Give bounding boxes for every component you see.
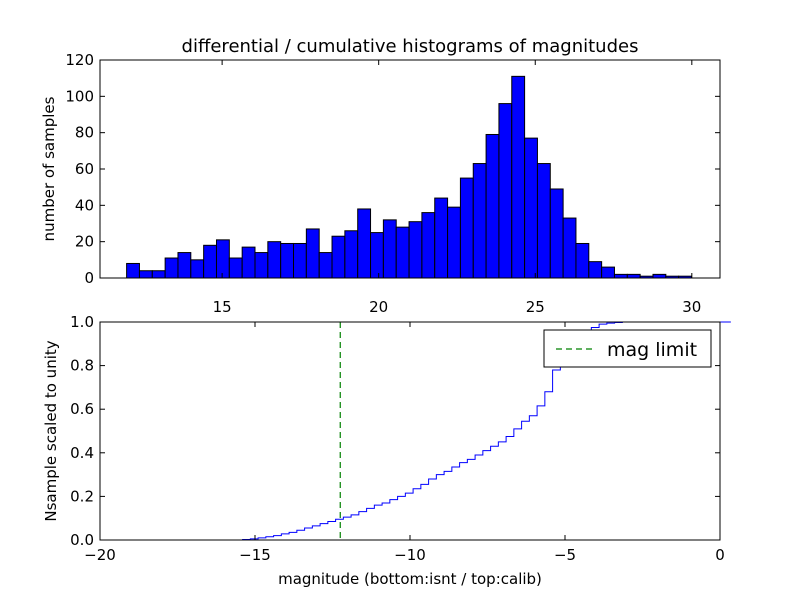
- cumulative-histogram: 0.0 0.2 0.4 0.6 0.8 1.0 −20 −15 −10 −5 0 magnitude…: [42, 313, 731, 588]
- histogram-bar: [613, 273, 628, 279]
- histogram-bar: [164, 257, 179, 279]
- histogram-bar: [331, 235, 346, 279]
- differential-histogram: differential / cumulative histograms of …: [40, 36, 721, 316]
- histogram-bar: [318, 252, 333, 279]
- x-tick-label: 30: [682, 298, 701, 316]
- bottom-axis-ticks: 0.0 0.2 0.4 0.6 0.8 1.0 −20 −15 −10 −5 0: [70, 313, 725, 564]
- x-tick-label: −5: [554, 546, 576, 564]
- histogram-bar: [549, 188, 564, 279]
- y-tick-label: 20: [75, 233, 94, 251]
- chart-title: differential / cumulative histograms of …: [182, 36, 639, 57]
- y-tick-label: 60: [75, 160, 94, 178]
- y-tick-label: 0.8: [70, 357, 94, 375]
- top-y-axis-label: number of samples: [40, 96, 58, 241]
- histogram-bar: [536, 163, 551, 279]
- histogram-bar: [421, 212, 436, 279]
- histogram-bar: [459, 177, 474, 279]
- cumulative-step-line: [103, 321, 731, 541]
- histogram-bar: [254, 252, 269, 279]
- histogram-bar: [305, 228, 320, 279]
- bottom-x-axis-label: magnitude (bottom:isnt / top:calib): [278, 570, 542, 588]
- y-tick-label: 0.4: [70, 444, 94, 462]
- histogram-bar: [357, 208, 372, 279]
- histogram-bar: [472, 163, 487, 279]
- histogram-bar: [575, 242, 590, 279]
- histogram-bar: [601, 266, 615, 279]
- histogram-bar: [447, 206, 461, 279]
- histogram-bar: [151, 270, 166, 279]
- y-tick-label: 0.0: [70, 531, 94, 549]
- histogram-bar: [485, 133, 500, 279]
- histogram-bar: [408, 221, 423, 279]
- histogram-bar: [126, 262, 140, 279]
- histogram-bar: [344, 230, 359, 279]
- y-tick-label: 1.0: [70, 313, 94, 331]
- histogram-bar: [190, 259, 205, 279]
- y-tick-label: 0.2: [70, 487, 94, 505]
- y-tick-label: 0: [84, 269, 94, 287]
- histogram-bar: [228, 257, 243, 279]
- x-tick-label: −10: [394, 546, 426, 564]
- histogram-bar: [652, 273, 667, 279]
- histogram-bars: [126, 75, 693, 279]
- x-tick-label: −20: [84, 546, 116, 564]
- histogram-bar: [524, 137, 538, 279]
- top-axis-ticks: 0 20 40 60 80 100 120 15 20 25 30: [65, 51, 720, 316]
- x-tick-label: 25: [526, 298, 545, 316]
- y-tick-label: 120: [65, 51, 94, 69]
- histogram-bar: [267, 241, 282, 279]
- histogram-bar: [562, 217, 577, 279]
- histogram-bar: [511, 75, 526, 279]
- histogram-bar: [203, 244, 217, 279]
- histogram-bar: [588, 261, 603, 279]
- x-tick-label: −15: [239, 546, 271, 564]
- histogram-bar: [626, 273, 641, 279]
- histogram-bar: [241, 246, 256, 279]
- y-tick-label: 100: [65, 87, 94, 105]
- histogram-bar: [382, 219, 397, 279]
- histogram-bar: [177, 252, 192, 279]
- x-tick-label: 15: [213, 298, 232, 316]
- histogram-bar: [498, 103, 513, 279]
- x-tick-label: 0: [715, 546, 725, 564]
- histogram-bar: [138, 270, 153, 279]
- histogram-bar: [370, 232, 384, 279]
- y-tick-label: 0.6: [70, 400, 94, 418]
- histogram-bar: [215, 239, 230, 279]
- x-tick-label: 20: [369, 298, 388, 316]
- bottom-y-axis-label: Nsample scaled to unity: [42, 340, 60, 521]
- legend: mag limit: [543, 329, 712, 368]
- legend-mag-limit-label: mag limit: [607, 339, 697, 361]
- y-tick-label: 80: [75, 124, 94, 142]
- histogram-bar: [293, 242, 307, 279]
- histogram-bar: [434, 197, 449, 279]
- histogram-bar: [395, 226, 410, 279]
- y-tick-label: 40: [75, 196, 94, 214]
- histogram-bar: [280, 242, 295, 279]
